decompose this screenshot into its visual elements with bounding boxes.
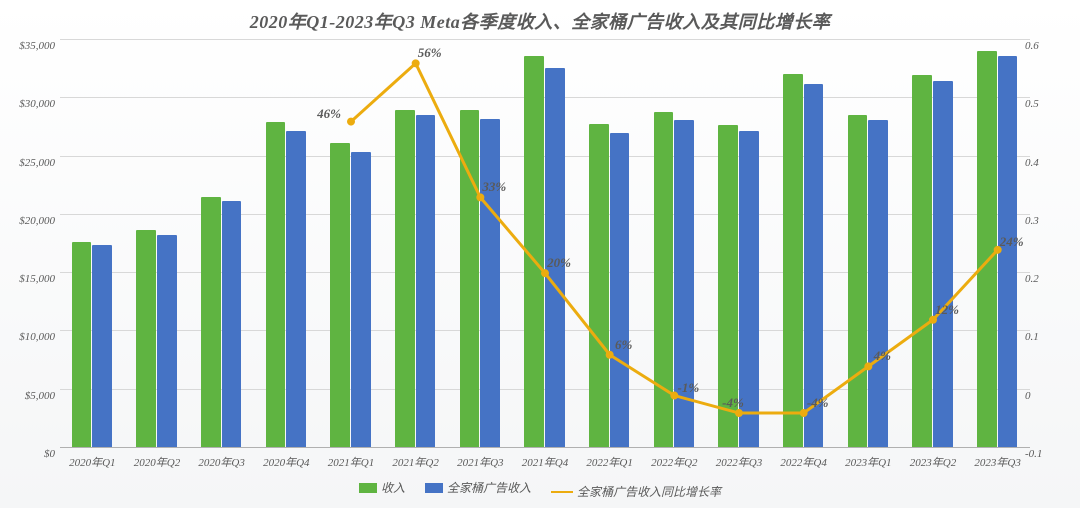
- legend-item: 全家桶广告收入: [425, 479, 531, 496]
- y-right-tick: 0.4: [1025, 157, 1070, 169]
- legend-swatch: [359, 483, 377, 493]
- legend-item: 收入: [359, 479, 405, 496]
- legend-label: 全家桶广告收入: [447, 479, 531, 496]
- legend-label: 收入: [381, 479, 405, 496]
- x-axis-label: 2021年Q3: [457, 448, 503, 470]
- y-left-tick: $25,000: [0, 157, 55, 169]
- chart-container: 2020年Q1-2023年Q3 Meta各季度收入、全家桶广告收入及其同比增长率…: [0, 0, 1080, 508]
- x-axis-label: 2022年Q4: [780, 448, 826, 470]
- x-axis-label: 2021年Q1: [328, 448, 374, 470]
- x-axis-label: 2021年Q4: [522, 448, 568, 470]
- y-right-tick: -0.1: [1025, 448, 1070, 460]
- y-left-tick: $0: [0, 448, 55, 460]
- x-axis-label: 2023年Q3: [974, 448, 1020, 470]
- y-right-tick: 0.6: [1025, 40, 1070, 52]
- x-axis-label: 2022年Q3: [716, 448, 762, 470]
- x-axis-layer: 2020年Q12020年Q22020年Q32020年Q42021年Q12021年…: [60, 40, 1030, 448]
- y-right-tick: 0.2: [1025, 273, 1070, 285]
- legend-line-swatch: [551, 491, 573, 493]
- x-axis-label: 2020年Q1: [69, 448, 115, 470]
- x-axis-baseline: [60, 447, 1030, 448]
- x-axis-label: 2022年Q2: [651, 448, 697, 470]
- x-axis-label: 2023年Q1: [845, 448, 891, 470]
- chart-title: 2020年Q1-2023年Q3 Meta各季度收入、全家桶广告收入及其同比增长率: [0, 8, 1080, 34]
- y-right-tick: 0.5: [1025, 98, 1070, 110]
- legend-item: 全家桶广告收入同比增长率: [551, 483, 721, 500]
- plot-area: 46%56%33%20%6%-1%-4%-4%4%12%24% 2020年Q12…: [60, 40, 1030, 448]
- legend-swatch: [425, 483, 443, 493]
- y-right-tick: 0.3: [1025, 215, 1070, 227]
- y-left-tick: $5,000: [0, 390, 55, 402]
- legend: 收入 全家桶广告收入 全家桶广告收入同比增长率: [0, 479, 1080, 500]
- x-axis-label: 2023年Q2: [910, 448, 956, 470]
- x-axis-label: 2022年Q1: [586, 448, 632, 470]
- y-left-tick: $20,000: [0, 215, 55, 227]
- x-axis-label: 2020年Q4: [263, 448, 309, 470]
- y-left-tick: $15,000: [0, 273, 55, 285]
- y-left-tick: $30,000: [0, 98, 55, 110]
- y-axis-left: $0$5,000$10,000$15,000$20,000$25,000$30,…: [0, 40, 60, 448]
- legend-label: 全家桶广告收入同比增长率: [577, 483, 721, 500]
- y-right-tick: 0: [1025, 390, 1070, 402]
- y-left-tick: $35,000: [0, 40, 55, 52]
- x-axis-label: 2021年Q2: [392, 448, 438, 470]
- y-left-tick: $10,000: [0, 331, 55, 343]
- x-axis-label: 2020年Q3: [198, 448, 244, 470]
- x-axis-label: 2020年Q2: [134, 448, 180, 470]
- y-right-tick: 0.1: [1025, 331, 1070, 343]
